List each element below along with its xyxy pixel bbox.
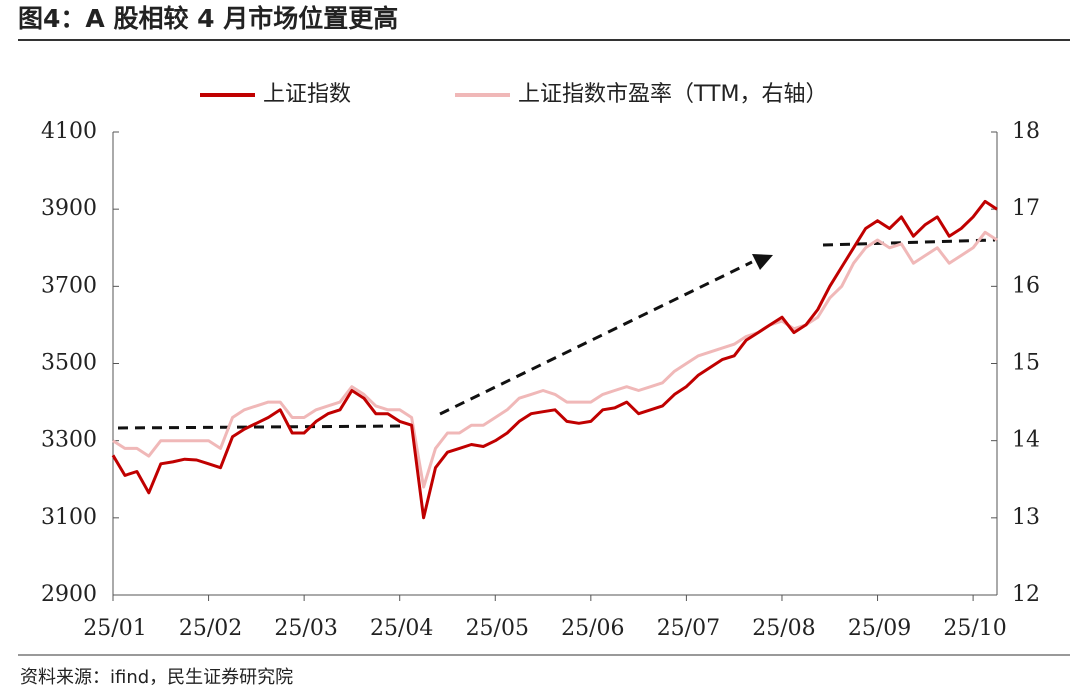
arrow-head: [752, 254, 773, 270]
y-tick-label: 2900: [41, 582, 97, 607]
legend-label: 上证指数市盈率（TTM，右轴）: [518, 82, 827, 107]
y-tick-label: 3900: [41, 196, 97, 221]
x-tick-label: 25/03: [274, 616, 337, 641]
y2-tick-label: 17: [1012, 196, 1040, 221]
legend-label: 上证指数: [263, 82, 351, 107]
y2-tick-label: 14: [1012, 428, 1040, 453]
x-tick-label: 25/02: [179, 616, 242, 641]
y-tick-label: 3300: [41, 428, 97, 453]
source: 资料来源：ifind，民生证券研究院: [20, 667, 293, 688]
y-tick-label: 3500: [41, 351, 97, 376]
chart-title: 图4：A 股相较 4 月市场位置更高: [18, 4, 398, 33]
x-tick-label: 25/07: [657, 616, 720, 641]
x-tick-label: 25/05: [466, 616, 529, 641]
y-tick-label: 3100: [41, 505, 97, 530]
y-tick-label: 4100: [41, 119, 97, 144]
y2-tick-label: 18: [1012, 119, 1040, 144]
y2-tick-label: 12: [1012, 582, 1040, 607]
x-tick-label: 25/06: [561, 616, 624, 641]
x-tick-label: 25/08: [752, 616, 815, 641]
y2-tick-label: 13: [1012, 505, 1040, 530]
y2-tick-label: 15: [1012, 351, 1040, 376]
y-tick-label: 3700: [41, 273, 97, 298]
x-tick-label: 25/04: [370, 616, 433, 641]
x-tick-label: 25/10: [943, 616, 1006, 641]
annotations: [117, 238, 996, 430]
y2-tick-label: 16: [1012, 273, 1040, 298]
x-tick-label: 25/09: [848, 616, 911, 641]
x-tick-label: 25/01: [83, 616, 146, 641]
series-line: [111, 199, 998, 520]
series-line: [112, 230, 998, 489]
